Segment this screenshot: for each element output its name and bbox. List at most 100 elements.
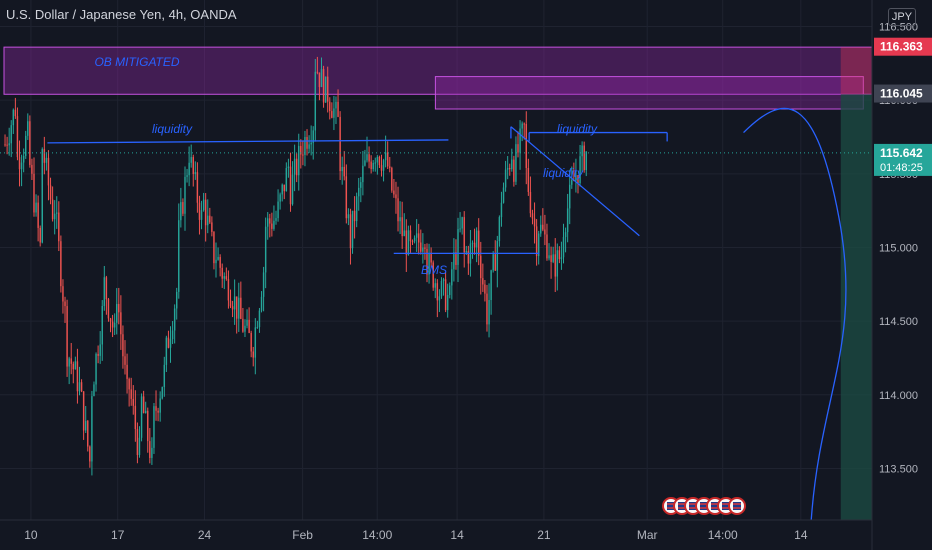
- candle: [68, 358, 70, 367]
- candle: [76, 361, 79, 392]
- candle: [184, 176, 186, 214]
- candle: [438, 296, 441, 301]
- currency-button[interactable]: JPY: [888, 8, 916, 26]
- candle: [269, 218, 271, 224]
- candle: [221, 267, 223, 279]
- candle: [391, 167, 393, 191]
- x-tick-label: 10: [24, 528, 38, 542]
- y-tick-label: 114.000: [879, 390, 918, 402]
- candle: [314, 71, 317, 131]
- candle: [45, 157, 48, 163]
- candle: [91, 396, 93, 462]
- candle: [347, 214, 350, 219]
- candle: [149, 441, 151, 458]
- candle: [531, 213, 534, 219]
- candle: [22, 155, 25, 163]
- candle: [124, 356, 126, 365]
- x-tick-label: 14:00: [708, 528, 738, 542]
- candle: [283, 184, 285, 192]
- candle: [82, 391, 85, 431]
- drawings[interactable]: liquidity BMS liquidity liquidity OB MITIGAT…: [0, 55, 872, 521]
- candle: [163, 364, 166, 388]
- candle: [360, 182, 362, 188]
- candle: [571, 180, 573, 185]
- candle: [467, 251, 470, 264]
- x-tick-label: 14: [794, 528, 808, 542]
- candle: [113, 322, 116, 328]
- candle: [159, 398, 161, 413]
- stop-zone[interactable]: [840, 47, 872, 95]
- candle: [72, 363, 75, 370]
- candle: [312, 130, 314, 143]
- candle: [95, 353, 97, 385]
- candle: [254, 327, 257, 358]
- candle: [78, 382, 81, 392]
- candle: [370, 161, 372, 170]
- candle: [509, 167, 511, 170]
- candle: [51, 199, 54, 220]
- projection-curve[interactable]: [743, 107, 847, 521]
- candle: [298, 145, 300, 176]
- ob-zone[interactable]: [3, 46, 873, 95]
- candle: [12, 109, 15, 126]
- x-tick-label: Feb: [292, 528, 313, 542]
- candle: [215, 259, 217, 264]
- candle: [540, 224, 542, 234]
- candle: [351, 210, 354, 249]
- candle: [341, 166, 343, 172]
- candle: [436, 283, 439, 301]
- trend-line[interactable]: [510, 126, 640, 237]
- candle: [89, 446, 91, 462]
- candle: [376, 156, 379, 163]
- candle: [490, 270, 492, 301]
- candle: [246, 319, 248, 326]
- candle: [171, 330, 174, 340]
- candle: [128, 378, 130, 390]
- candle: [196, 172, 199, 203]
- candle: [318, 72, 321, 87]
- candle: [161, 387, 163, 399]
- candle: [250, 332, 252, 352]
- candle: [211, 222, 213, 232]
- candle: [138, 437, 141, 455]
- event-flag-icon[interactable]: [728, 497, 746, 515]
- candle: [529, 191, 532, 214]
- economic-events[interactable]: [662, 497, 746, 515]
- candle: [99, 344, 101, 356]
- candle: [109, 318, 112, 322]
- candles: [4, 56, 587, 476]
- candle: [513, 159, 515, 182]
- candle: [267, 218, 269, 227]
- candle: [238, 297, 240, 319]
- candle: [324, 76, 327, 103]
- candle: [262, 272, 265, 297]
- ob-zone[interactable]: [434, 76, 864, 110]
- candle: [434, 283, 436, 288]
- candle: [173, 308, 176, 331]
- candle: [459, 228, 461, 230]
- candle: [202, 199, 205, 211]
- candle: [426, 248, 428, 275]
- candle: [486, 293, 488, 325]
- x-tick-label: 14:00: [362, 528, 392, 542]
- candle: [566, 208, 569, 233]
- bar-countdown: 01:48:25: [880, 162, 923, 174]
- candle: [186, 175, 188, 177]
- candle: [225, 276, 228, 280]
- candle: [258, 310, 261, 328]
- candle: [142, 396, 145, 414]
- candle: [244, 325, 246, 332]
- candle: [399, 217, 401, 222]
- candle: [273, 220, 275, 229]
- candle: [281, 184, 283, 195]
- candle: [535, 226, 538, 257]
- y-tick-label: 113.500: [879, 463, 918, 475]
- candle: [556, 250, 559, 277]
- time-axis[interactable]: 10 17 24 Feb 14:00 14 21 Mar 14:00 14: [24, 528, 808, 542]
- x-tick-label: Mar: [637, 528, 658, 542]
- candle: [242, 318, 244, 332]
- trend-line[interactable]: [47, 139, 449, 144]
- candle: [378, 156, 381, 166]
- ob-zone-label: OB MITIGATED: [94, 55, 179, 69]
